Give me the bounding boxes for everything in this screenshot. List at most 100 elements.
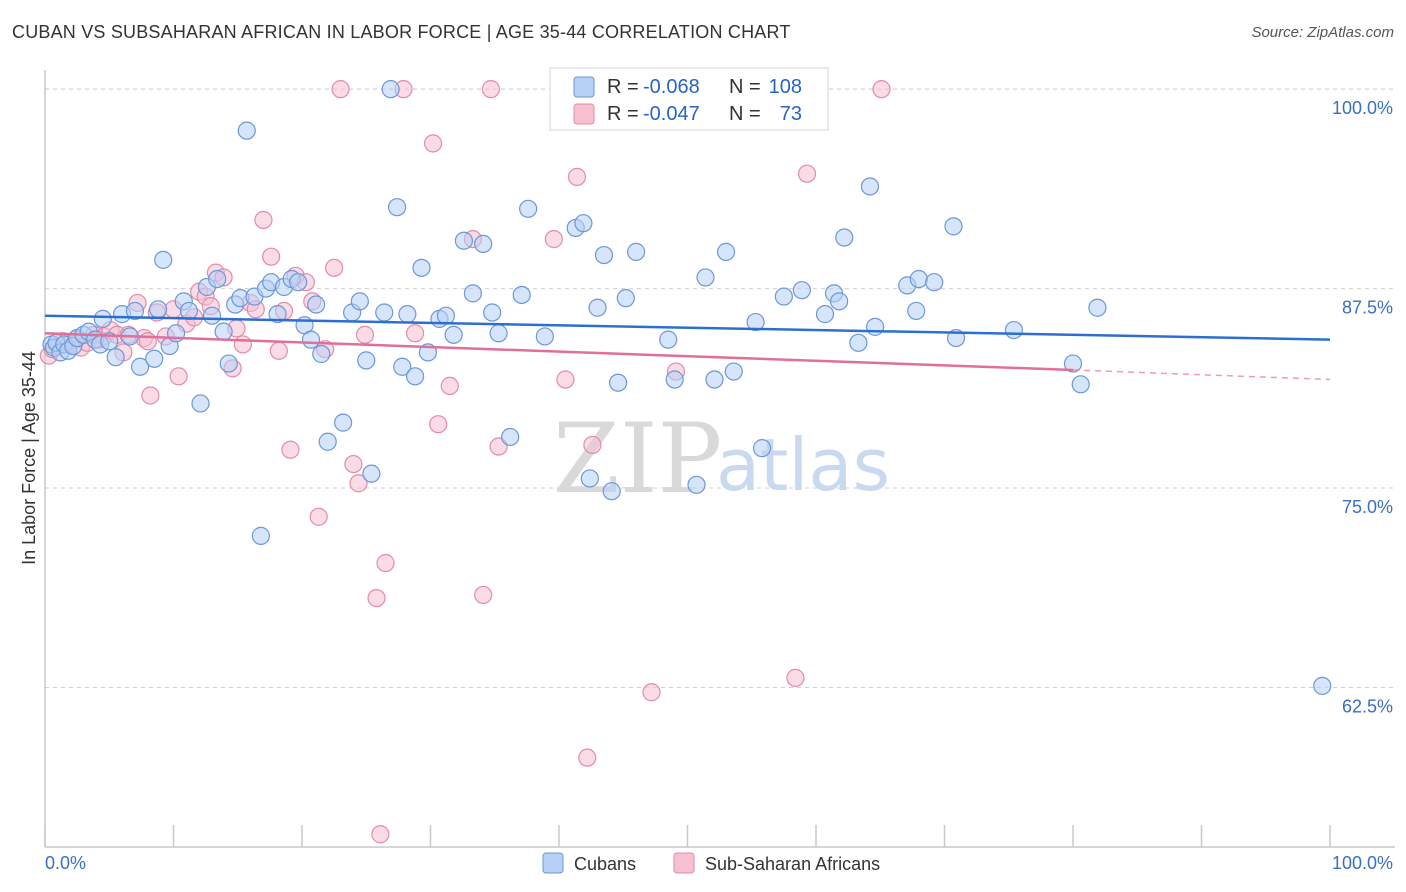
cubans-point xyxy=(375,303,394,322)
cubans-point xyxy=(724,362,743,381)
cubans-point xyxy=(501,427,520,447)
cubans-point xyxy=(687,475,706,494)
legend-swatch-cubans xyxy=(573,76,595,98)
cubans-point xyxy=(1313,676,1332,695)
cubans-point xyxy=(219,354,238,373)
legend-n-label-subsaharan: N = xyxy=(729,103,761,125)
cubans-point xyxy=(106,348,125,367)
subsaharan-point xyxy=(567,167,587,186)
legend-n-value-cubans: 108 xyxy=(769,76,802,98)
legend-swatch-subsaharan xyxy=(573,103,595,125)
cubans-point xyxy=(519,199,538,218)
cubans-point xyxy=(362,464,381,483)
cubans-point xyxy=(512,285,531,305)
legend-r-value-cubans: -0.068 xyxy=(643,76,700,98)
subsaharan-point xyxy=(474,585,493,605)
y-tick-label: 62.5% xyxy=(1342,696,1393,716)
watermark-atlas: atlas xyxy=(716,423,890,507)
cubans-point xyxy=(318,432,337,451)
subsaharan-point xyxy=(423,134,443,153)
cubans-point xyxy=(405,367,425,386)
cubans-point xyxy=(849,333,868,352)
subsaharan-point xyxy=(583,435,602,455)
cubans-point xyxy=(1071,375,1090,394)
cubans-point xyxy=(301,330,321,349)
cubans-point xyxy=(130,357,150,376)
cubans-point xyxy=(357,351,376,370)
cubans-point xyxy=(454,231,474,250)
series-legend-label-cubans: Cubans xyxy=(574,854,636,874)
cubans-trend-line xyxy=(44,314,1331,341)
cubans-point xyxy=(268,305,287,324)
y-axis-label: In Labor Force | Age 35-44 xyxy=(19,351,39,565)
subsaharan-point xyxy=(376,553,395,573)
subsaharan-point xyxy=(281,440,300,459)
grid-lines xyxy=(45,88,1395,688)
cubans-point xyxy=(925,273,944,292)
cubans-point xyxy=(696,268,715,287)
cubans-point xyxy=(659,330,678,349)
cubans-point xyxy=(580,469,599,488)
cubans-point xyxy=(594,245,614,265)
legend-n-value-subsaharan: 73 xyxy=(780,103,802,125)
series-legend: Cubans Sub-Saharan Africans xyxy=(542,852,880,874)
cubans-point xyxy=(535,327,554,346)
cubans-point xyxy=(1063,354,1083,373)
legend-n-label-cubans: N = xyxy=(729,76,761,98)
x-tick-label: 0.0% xyxy=(45,853,86,873)
cubans-point xyxy=(334,413,353,432)
x-tick-label: 100.0% xyxy=(1332,853,1393,873)
subsaharan-point xyxy=(578,748,597,767)
subsaharan-point xyxy=(556,370,575,389)
cubans-point xyxy=(412,258,431,277)
cubans-point xyxy=(609,373,628,392)
cubans-point xyxy=(830,292,849,311)
subsaharan-point xyxy=(269,341,288,360)
cubans-point xyxy=(381,80,400,99)
subsaharan-point xyxy=(429,415,448,434)
cubans-point xyxy=(307,295,326,314)
cubans-point xyxy=(312,344,331,364)
watermark-zip: ZIP xyxy=(553,403,722,515)
cubans-point xyxy=(860,177,880,196)
cubans-point xyxy=(815,305,835,324)
cubans-point xyxy=(436,306,456,325)
subsaharan-point xyxy=(254,210,273,230)
cubans-point xyxy=(289,273,308,292)
subsaharan-point xyxy=(355,325,375,344)
cubans-point xyxy=(746,312,765,332)
cubans-point xyxy=(602,482,621,501)
subsaharan-point xyxy=(233,335,252,354)
subsaharan-point xyxy=(262,247,281,266)
subsaharan-point xyxy=(405,324,425,343)
subsaharan-point xyxy=(481,80,500,99)
cubans-point xyxy=(835,228,854,247)
legend-r-label-subsaharan: R = xyxy=(607,103,639,125)
cubans-point xyxy=(489,324,508,343)
cubans-point xyxy=(909,269,928,289)
subsaharan-point xyxy=(344,454,363,474)
cubans-point xyxy=(251,526,270,545)
cubans-point xyxy=(125,301,145,321)
cubans-point xyxy=(154,250,173,269)
cubans-point xyxy=(100,332,119,351)
axes: 62.5% 75.0% 87.5% 100.0% 0.0% 100.0% xyxy=(44,70,1395,873)
subsaharan-point xyxy=(544,230,563,249)
cubans-point xyxy=(93,309,112,328)
cubans-point xyxy=(705,370,724,389)
subsaharan-point xyxy=(872,80,891,99)
subsaharan-point xyxy=(309,507,328,526)
cubans-point xyxy=(907,301,926,321)
chart-title: CUBAN VS SUBSAHARAN AFRICAN IN LABOR FOR… xyxy=(12,22,791,42)
series-legend-swatch-cubans xyxy=(542,852,564,874)
cubans-point xyxy=(626,242,646,261)
cubans-point xyxy=(350,292,369,311)
cubans-point xyxy=(191,394,210,413)
legend-r-label-cubans: R = xyxy=(607,76,639,98)
watermark: ZIP atlas xyxy=(553,403,890,515)
cubans-point xyxy=(463,284,483,303)
source-credit: Source: ZipAtlas.com xyxy=(1251,24,1394,41)
y-tick-label: 75.0% xyxy=(1342,497,1393,517)
cubans-point xyxy=(145,349,164,368)
cubans-point xyxy=(1088,298,1107,317)
